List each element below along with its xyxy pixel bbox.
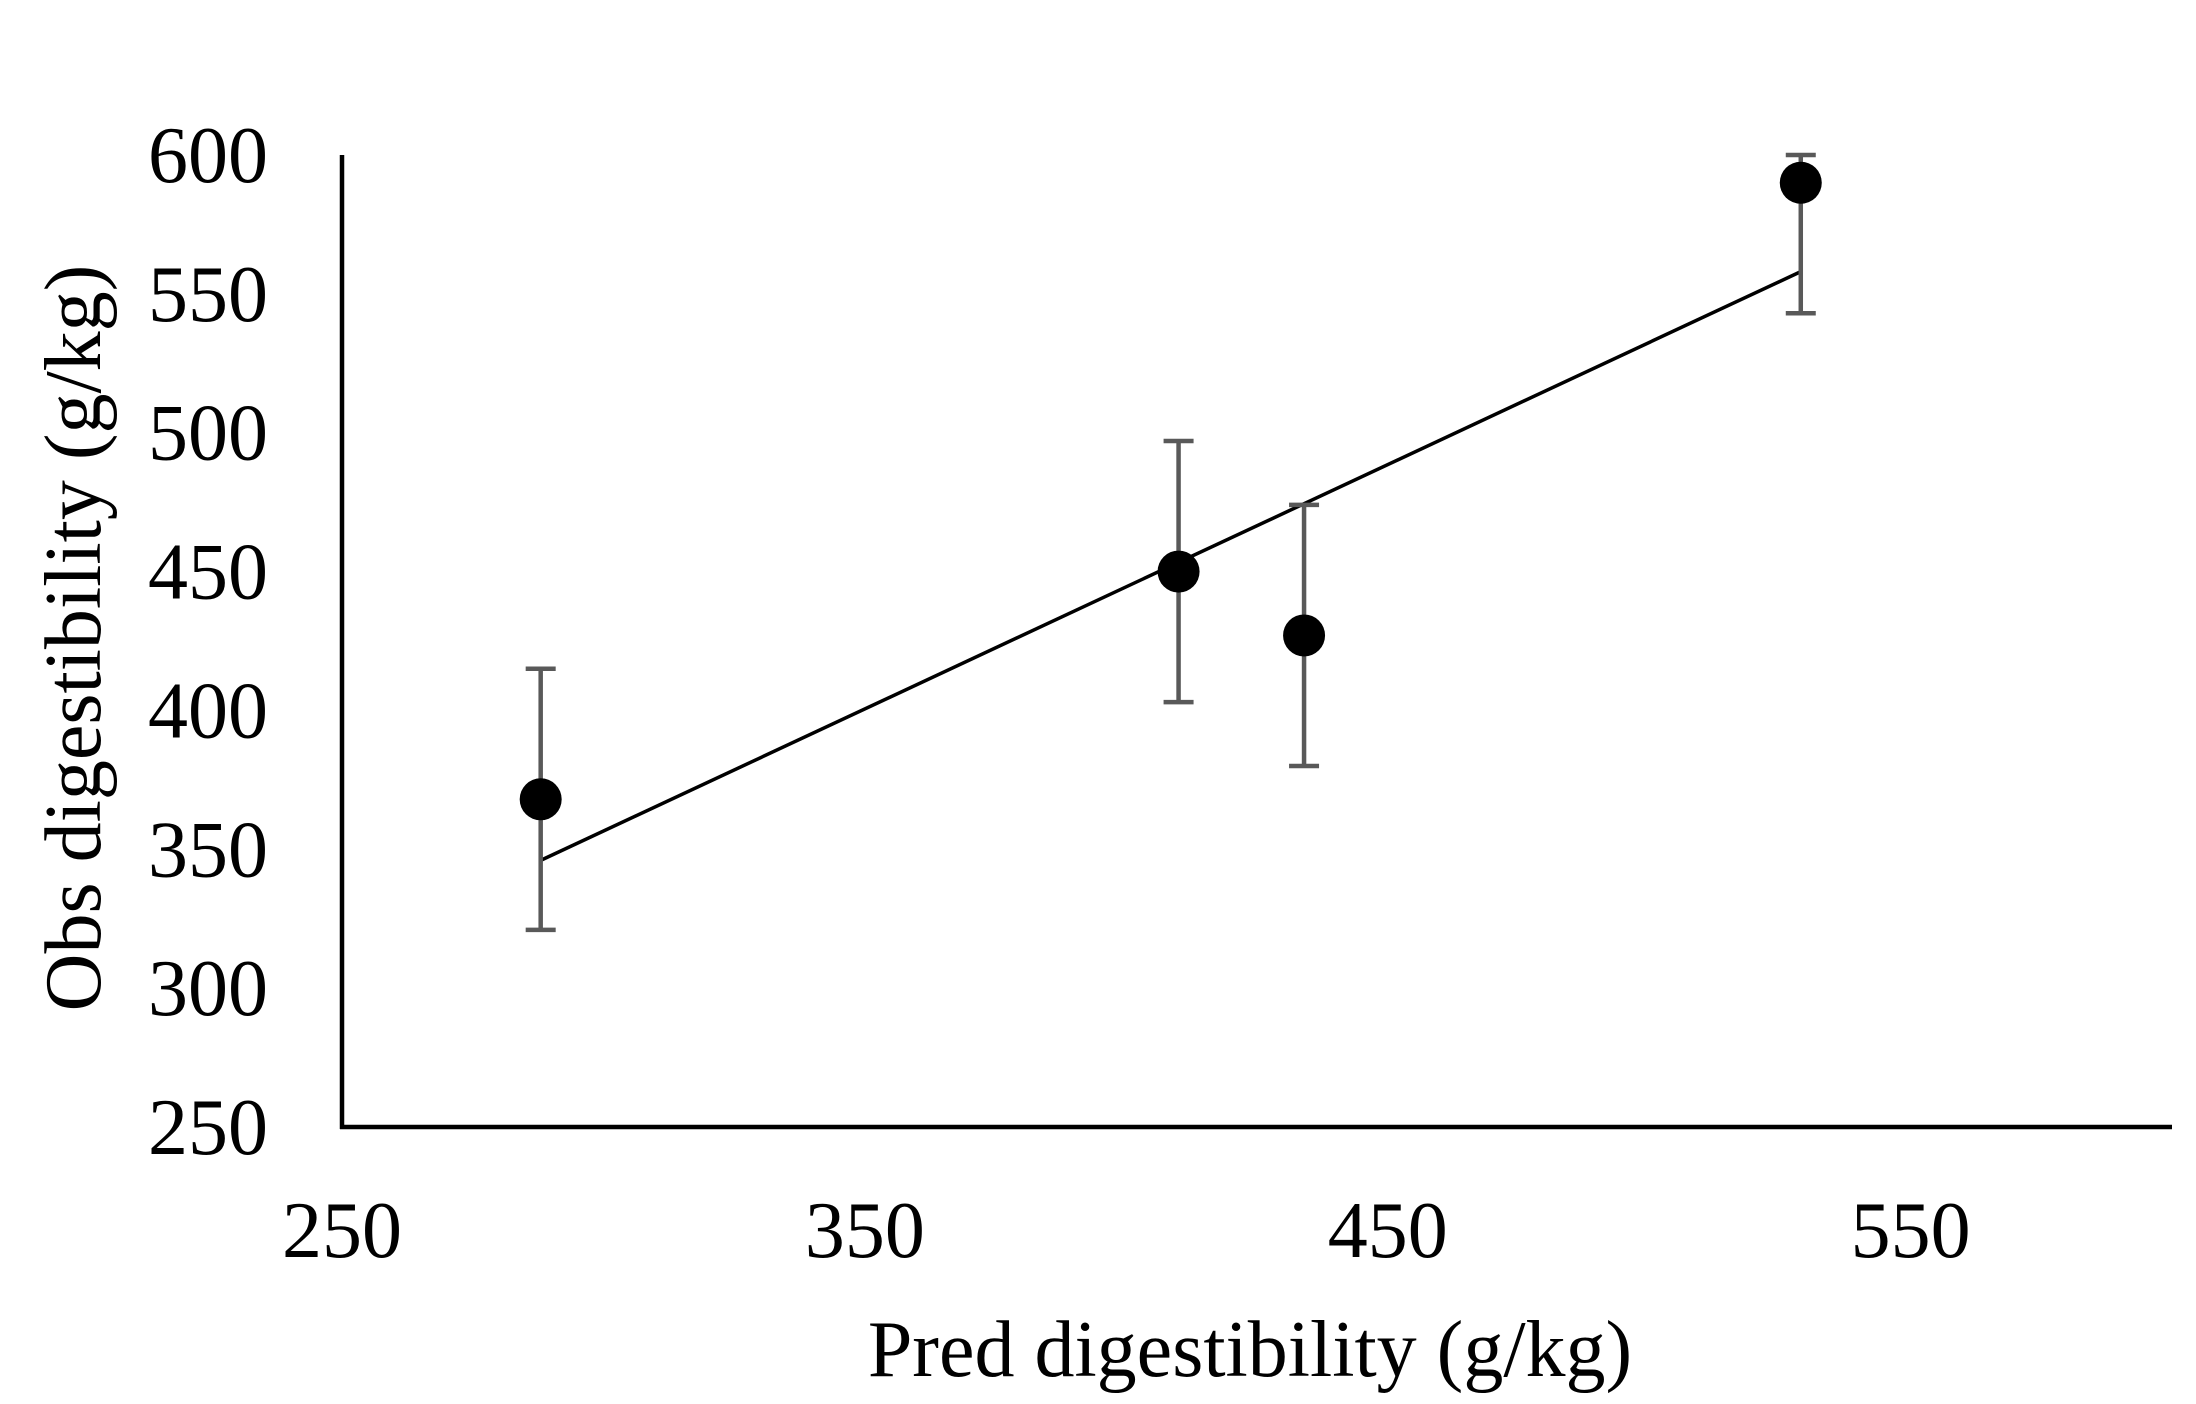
axes-layer	[339, 155, 2172, 1130]
plot-area: 250 300 350 400 450 500 550 600 250 350 450 550	[148, 112, 2172, 1275]
y-tick-label: 400	[148, 667, 268, 755]
y-tick-label: 600	[148, 112, 268, 200]
data-point	[1283, 614, 1326, 657]
x-tick-label: 250	[282, 1187, 402, 1275]
y-tick-label: 450	[148, 529, 268, 617]
x-tick-label: 450	[1328, 1187, 1448, 1275]
x-axis-title: Pred digestibility (g/kg)	[868, 1306, 1632, 1394]
y-axis-title: Obs digestibility (g/kg)	[30, 265, 118, 1012]
y-tick-label: 500	[148, 390, 268, 478]
data-point	[1779, 161, 1822, 204]
data-point	[519, 778, 562, 821]
x-tick-label: 350	[805, 1187, 925, 1275]
y-tick-labels: 250 300 350 400 450 500 550 600	[148, 112, 268, 1172]
y-tick-label: 250	[148, 1084, 268, 1172]
y-tick-label: 300	[148, 945, 268, 1033]
y-tick-label: 350	[148, 806, 268, 894]
x-tick-labels: 250 350 450 550	[282, 1187, 1971, 1275]
data-points-layer	[519, 161, 1822, 821]
y-tick-label: 550	[148, 251, 268, 339]
data-point	[1157, 550, 1200, 593]
x-tick-label: 550	[1851, 1187, 1971, 1275]
